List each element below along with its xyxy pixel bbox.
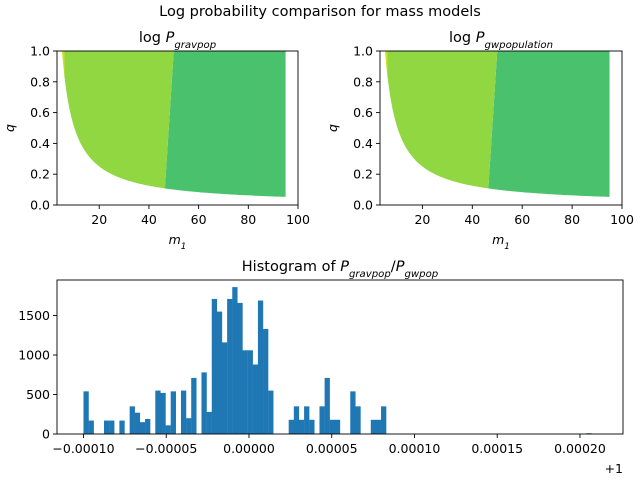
heatmap-region-low-mass [61, 51, 65, 77]
histogram-bar [355, 406, 361, 434]
histogram-bar [186, 418, 192, 434]
histogram-bar [268, 390, 274, 434]
histogram-bar [304, 406, 310, 434]
x-tick-label: 0.00015 [471, 441, 523, 456]
x-tick-label: 0.00000 [223, 441, 275, 456]
axes-frame [56, 50, 299, 206]
histogram-bar [381, 406, 387, 434]
y-tick-label: 500 [26, 387, 50, 402]
y-tick-label: 0.6 [353, 105, 373, 120]
x-tick-label: 20 [91, 212, 107, 227]
histogram-bar [232, 287, 238, 434]
histogram-bar [104, 420, 110, 434]
x-tick-label: 80 [240, 212, 256, 227]
x-offset-label: +1 [605, 461, 623, 476]
y-tick-label: 1.0 [30, 44, 50, 59]
heatmap-region-mid-mass [64, 51, 174, 189]
histogram-bar [109, 420, 115, 434]
histogram-bar [119, 420, 125, 434]
heatmap-region-low-mass [384, 51, 388, 77]
histogram-bar [334, 419, 341, 434]
histogram-bar [257, 300, 264, 434]
y-tick-label: 1500 [18, 308, 50, 323]
heatmap-region-high-mass [163, 51, 286, 197]
heatmap-region-mid-mass [387, 51, 498, 189]
histogram-bar [206, 411, 212, 434]
y-axis-label: q [2, 124, 17, 132]
y-axis-label: q [325, 124, 340, 132]
histogram-bar [288, 419, 294, 434]
histogram-bar [134, 412, 141, 434]
histogram-bar [160, 392, 166, 434]
histogram-bar [83, 391, 89, 434]
histogram-bar [252, 364, 259, 434]
histogram-bar [329, 419, 336, 434]
axes-frame [379, 50, 623, 206]
histogram-bar [237, 302, 243, 434]
x-axis-label: m1 [492, 232, 510, 252]
histogram-bar [263, 328, 269, 434]
x-tick-label: −0.00010 [52, 441, 114, 456]
histogram-bar [375, 419, 382, 434]
histogram-bar [247, 350, 253, 434]
histogram-bar [180, 390, 187, 434]
heatmap-region-high-mass [487, 51, 610, 197]
histogram-bar [165, 425, 171, 434]
x-tick-label: 0.00005 [306, 441, 358, 456]
histogram-title: Histogram of Pgravpop/Pgwpop [242, 259, 438, 280]
histogram-bar [298, 419, 305, 434]
x-tick-label: 60 [191, 212, 207, 227]
histogram-bar [129, 406, 135, 434]
axes-frame [56, 279, 624, 435]
histogram-bar [211, 298, 218, 434]
y-tick-label: 0.4 [30, 136, 50, 151]
histogram-bar [170, 391, 176, 434]
x-tick-label: 60 [514, 212, 530, 227]
histogram-bar [155, 390, 161, 434]
x-tick-label: 80 [564, 212, 580, 227]
x-tick-label: −0.00005 [135, 441, 197, 456]
histogram-bar [145, 418, 151, 434]
y-tick-label: 1.0 [353, 44, 373, 59]
histogram-bar [319, 406, 325, 434]
x-tick-label: 40 [141, 212, 157, 227]
histogram-bar [293, 406, 300, 434]
histogram-bar [309, 419, 315, 434]
y-tick-label: 0.0 [30, 198, 50, 213]
histogram-bar [242, 350, 248, 434]
panel-title: log Pgravpop [139, 30, 216, 51]
histogram-bar [139, 422, 146, 434]
x-tick-label: 20 [414, 212, 430, 227]
y-tick-label: 0.8 [30, 74, 50, 89]
y-tick-label: 1000 [18, 348, 50, 363]
histogram-bar [88, 420, 94, 434]
histogram-bar [324, 377, 330, 434]
y-tick-label: 0.0 [353, 198, 373, 213]
y-tick-label: 0.2 [353, 167, 373, 182]
x-tick-label: 0.00020 [554, 441, 606, 456]
y-tick-label: 0.8 [353, 74, 373, 89]
y-tick-label: 0.2 [30, 167, 50, 182]
histogram-bar [216, 311, 223, 434]
histogram-bar [227, 298, 233, 434]
x-axis-label: m1 [169, 232, 187, 252]
y-tick-label: 0.6 [30, 105, 50, 120]
figure-suptitle: Log probability comparison for mass mode… [159, 4, 481, 20]
histogram-bar [370, 419, 377, 434]
histogram-bar [222, 342, 228, 434]
y-tick-label: 0.4 [353, 136, 373, 151]
x-tick-label: 100 [286, 212, 310, 227]
y-tick-label: 0 [42, 427, 50, 442]
histogram-bar [350, 391, 356, 434]
panel-title: log Pgwpopulation [449, 30, 553, 51]
x-tick-label: 0.00010 [389, 441, 441, 456]
histogram-bar [201, 372, 207, 434]
x-tick-label: 40 [464, 212, 480, 227]
histogram-bar [191, 377, 197, 434]
x-tick-label: 100 [610, 212, 634, 227]
